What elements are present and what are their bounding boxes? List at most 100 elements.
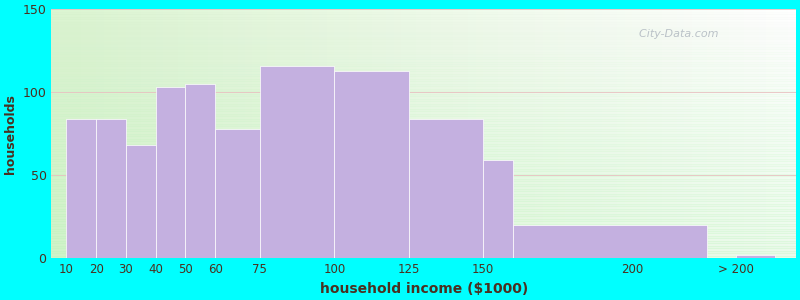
Bar: [654, 9, 662, 258]
Bar: [51, 67, 796, 69]
Bar: [51, 61, 796, 64]
Bar: [342, 9, 350, 258]
Bar: [476, 9, 483, 258]
Bar: [357, 9, 364, 258]
Bar: [51, 248, 796, 251]
Bar: [66, 119, 96, 258]
Bar: [51, 166, 796, 169]
Bar: [170, 9, 178, 258]
Bar: [51, 154, 796, 156]
Bar: [51, 208, 796, 211]
Bar: [230, 9, 238, 258]
Bar: [51, 119, 796, 121]
Bar: [558, 9, 565, 258]
Bar: [51, 149, 796, 151]
Bar: [118, 9, 126, 258]
Bar: [238, 9, 245, 258]
Bar: [51, 131, 796, 134]
Bar: [468, 9, 476, 258]
Bar: [51, 109, 796, 111]
Bar: [409, 119, 483, 258]
Bar: [758, 9, 766, 258]
Bar: [386, 9, 394, 258]
Bar: [51, 29, 796, 32]
Bar: [51, 171, 796, 174]
Bar: [51, 141, 796, 144]
Bar: [51, 189, 796, 191]
Bar: [51, 44, 796, 46]
Bar: [245, 9, 253, 258]
Bar: [200, 9, 208, 258]
Bar: [51, 111, 796, 114]
Bar: [253, 9, 260, 258]
Bar: [402, 9, 409, 258]
Bar: [334, 9, 342, 258]
Bar: [51, 9, 796, 12]
Bar: [513, 225, 706, 258]
Bar: [580, 9, 587, 258]
Bar: [51, 16, 796, 19]
Bar: [51, 126, 796, 129]
Bar: [103, 9, 111, 258]
Bar: [51, 216, 796, 218]
Bar: [51, 159, 796, 161]
Bar: [51, 116, 796, 119]
Bar: [51, 86, 796, 89]
Bar: [573, 9, 580, 258]
Bar: [59, 9, 66, 258]
Bar: [535, 9, 542, 258]
Bar: [51, 121, 796, 124]
Bar: [692, 9, 699, 258]
Bar: [51, 174, 796, 176]
Bar: [111, 9, 118, 258]
Bar: [513, 9, 521, 258]
Bar: [788, 9, 796, 258]
Bar: [51, 59, 796, 61]
Bar: [51, 146, 796, 149]
Bar: [51, 164, 796, 166]
X-axis label: household income ($1000): household income ($1000): [319, 282, 528, 296]
Bar: [371, 9, 379, 258]
Bar: [51, 27, 796, 29]
Bar: [51, 214, 796, 216]
Bar: [51, 221, 796, 224]
Bar: [736, 9, 744, 258]
Bar: [51, 151, 796, 154]
Bar: [51, 256, 796, 258]
Bar: [208, 9, 215, 258]
Bar: [51, 32, 796, 34]
Bar: [319, 9, 327, 258]
Bar: [222, 9, 230, 258]
Bar: [51, 56, 796, 59]
Bar: [141, 9, 148, 258]
Bar: [215, 9, 222, 258]
Bar: [51, 144, 796, 146]
Bar: [51, 224, 796, 226]
Text: City-Data.com: City-Data.com: [632, 29, 718, 39]
Bar: [51, 92, 796, 94]
Bar: [51, 199, 796, 201]
Bar: [379, 9, 386, 258]
Bar: [148, 9, 156, 258]
Bar: [51, 156, 796, 159]
Bar: [282, 9, 290, 258]
Bar: [483, 9, 490, 258]
Bar: [51, 37, 796, 39]
Bar: [51, 129, 796, 131]
Bar: [670, 9, 677, 258]
Bar: [766, 9, 774, 258]
Bar: [51, 179, 796, 181]
Bar: [312, 9, 319, 258]
Bar: [632, 9, 639, 258]
Bar: [215, 129, 260, 258]
Bar: [51, 99, 796, 101]
Bar: [617, 9, 625, 258]
Bar: [51, 54, 796, 56]
Bar: [297, 9, 305, 258]
Bar: [66, 9, 74, 258]
Bar: [51, 124, 796, 126]
Bar: [706, 9, 714, 258]
Bar: [51, 181, 796, 184]
Bar: [156, 9, 163, 258]
Bar: [51, 139, 796, 141]
